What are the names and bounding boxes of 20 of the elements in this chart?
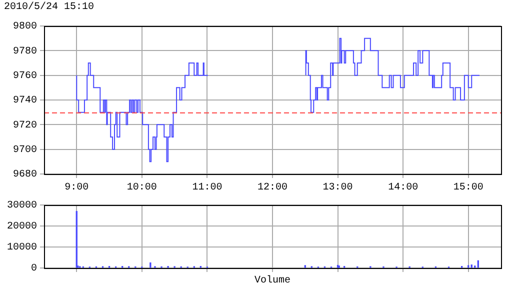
y-tick-label: 9760 xyxy=(12,70,37,82)
x-tick-label: 13:00 xyxy=(322,182,353,194)
x-tick-label: 15:00 xyxy=(453,182,484,194)
y-tick-label: 30000 xyxy=(6,200,37,212)
y-tick-label: 9700 xyxy=(12,144,37,156)
x-tick-label: 10:00 xyxy=(126,182,157,194)
x-tick-label: 11:00 xyxy=(192,182,222,194)
y-tick-label: 9800 xyxy=(12,22,37,33)
y-tick-label: 20000 xyxy=(6,222,37,233)
chart-title: 2010/5/24 15:10 xyxy=(4,2,94,13)
y-tick-label: 0 xyxy=(30,264,37,275)
y-tick-label: 9740 xyxy=(12,96,37,107)
x-axis-title: Volume xyxy=(254,274,291,287)
x-tick-label: 14:00 xyxy=(388,182,418,194)
y-tick-label: 9720 xyxy=(12,120,37,132)
y-tick-label: 9780 xyxy=(12,46,37,58)
y-tick-label: 10000 xyxy=(6,242,37,254)
x-tick-label: 12:00 xyxy=(257,182,288,194)
y-tick-label: 9680 xyxy=(12,170,37,181)
x-tick-label: 9:00 xyxy=(64,182,89,194)
